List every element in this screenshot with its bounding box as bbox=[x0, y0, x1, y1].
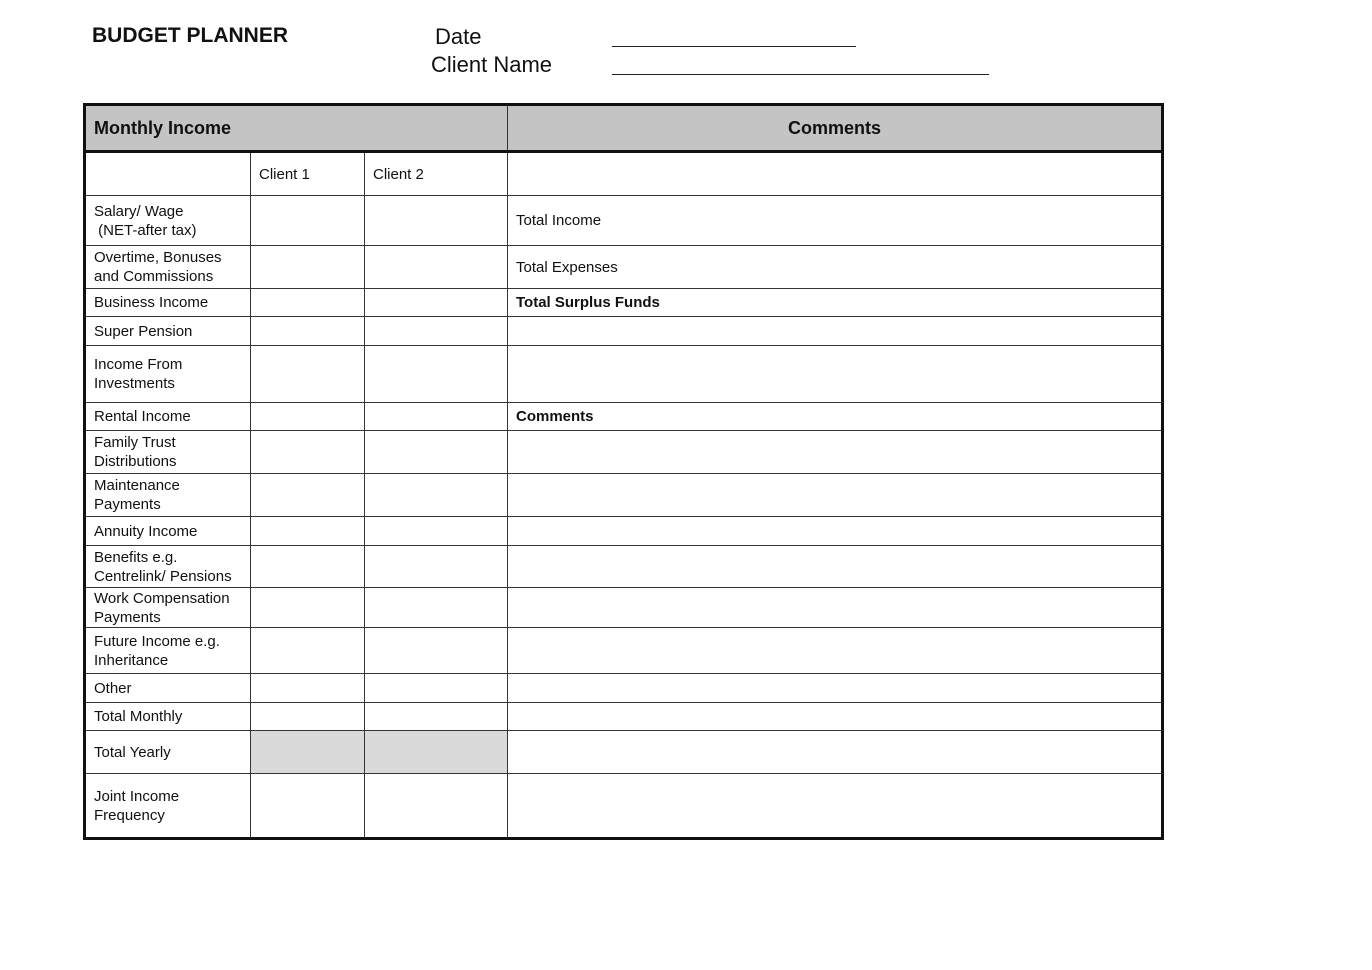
client-2-cell[interactable] bbox=[364, 345, 508, 403]
row-label: Salary/ Wage (NET-after tax) bbox=[84, 195, 251, 246]
table-row: Benefits e.g. Centrelink/ Pensions bbox=[84, 545, 1163, 588]
table-row: Maintenance Payments bbox=[84, 473, 1163, 517]
column-header-comments bbox=[507, 151, 1163, 196]
table-row: Work Compensation Payments bbox=[84, 587, 1163, 628]
client-1-cell[interactable] bbox=[250, 473, 365, 517]
client-2-cell[interactable] bbox=[364, 402, 508, 431]
row-label: Annuity Income bbox=[84, 516, 251, 546]
client-1-cell[interactable] bbox=[250, 402, 365, 431]
table-row: Family Trust Distributions bbox=[84, 430, 1163, 474]
client-1-cell[interactable] bbox=[250, 545, 365, 588]
row-label: Super Pension bbox=[84, 316, 251, 346]
table-row: Total Yearly bbox=[84, 730, 1163, 774]
row-label: Total Monthly bbox=[84, 702, 251, 731]
client-2-cell[interactable] bbox=[364, 245, 508, 289]
comment-cell[interactable] bbox=[507, 316, 1163, 346]
row-label: Maintenance Payments bbox=[84, 473, 251, 517]
row-label: Rental Income bbox=[84, 402, 251, 431]
client-2-cell[interactable] bbox=[364, 430, 508, 474]
client-1-cell[interactable] bbox=[250, 316, 365, 346]
comment-cell[interactable] bbox=[507, 673, 1163, 703]
table-row: Rental Income Comments bbox=[84, 402, 1163, 431]
client-2-cell[interactable] bbox=[364, 545, 508, 588]
row-label: Total Yearly bbox=[84, 730, 251, 774]
row-label: Other bbox=[84, 673, 251, 703]
row-label: Joint Income Frequency bbox=[84, 773, 251, 839]
row-label: Income From Investments bbox=[84, 345, 251, 403]
client-2-cell[interactable] bbox=[364, 673, 508, 703]
client-2-cell[interactable] bbox=[364, 730, 508, 774]
client-1-cell[interactable] bbox=[250, 195, 365, 246]
table-row: Annuity Income bbox=[84, 516, 1163, 546]
comment-cell[interactable] bbox=[507, 545, 1163, 588]
comment-cell[interactable]: Total Surplus Funds bbox=[507, 288, 1163, 317]
comment-cell[interactable] bbox=[507, 730, 1163, 774]
client-name-label: Client Name bbox=[431, 52, 553, 77]
client-2-cell[interactable] bbox=[364, 316, 508, 346]
client-1-cell[interactable] bbox=[250, 673, 365, 703]
client-1-cell[interactable] bbox=[250, 345, 365, 403]
table-row: Business Income Total Surplus Funds bbox=[84, 288, 1163, 317]
comment-cell[interactable] bbox=[507, 473, 1163, 517]
comment-cell[interactable] bbox=[507, 773, 1163, 839]
row-label: Benefits e.g. Centrelink/ Pensions bbox=[84, 545, 251, 588]
date-field[interactable] bbox=[612, 46, 856, 47]
comment-cell[interactable]: Total Expenses bbox=[507, 245, 1163, 289]
column-header-client-2: Client 2 bbox=[364, 151, 508, 196]
comment-cell[interactable]: Total Income bbox=[507, 195, 1163, 246]
table-row: Salary/ Wage (NET-after tax) Total Income bbox=[84, 195, 1163, 246]
client-2-cell[interactable] bbox=[364, 516, 508, 546]
table-row: Other bbox=[84, 673, 1163, 703]
comment-cell[interactable]: Comments bbox=[507, 402, 1163, 431]
date-label: Date bbox=[435, 24, 482, 49]
client-1-cell[interactable] bbox=[250, 773, 365, 839]
section-title: Monthly Income bbox=[84, 104, 508, 153]
comments-header: Comments bbox=[507, 104, 1163, 153]
row-label: Business Income bbox=[84, 288, 251, 317]
client-2-cell[interactable] bbox=[364, 702, 508, 731]
comment-cell[interactable] bbox=[507, 627, 1163, 674]
monthly-income-table: Monthly Income Comments Client 1 Client … bbox=[83, 103, 1164, 840]
column-header-client-1: Client 1 bbox=[250, 151, 365, 196]
client-1-cell[interactable] bbox=[250, 730, 365, 774]
client-2-cell[interactable] bbox=[364, 473, 508, 517]
table-row: Overtime, Bonuses and Commissions Total E… bbox=[84, 245, 1163, 289]
client-2-cell[interactable] bbox=[364, 587, 508, 628]
table-row: Income From Investments bbox=[84, 345, 1163, 403]
client-1-cell[interactable] bbox=[250, 516, 365, 546]
comment-cell[interactable] bbox=[507, 587, 1163, 628]
comment-cell[interactable] bbox=[507, 430, 1163, 474]
comment-cell[interactable] bbox=[507, 702, 1163, 731]
client-1-cell[interactable] bbox=[250, 587, 365, 628]
column-header-row: Client 1 Client 2 bbox=[84, 151, 1163, 196]
client-1-cell[interactable] bbox=[250, 288, 365, 317]
column-header bbox=[84, 151, 251, 196]
row-label: Work Compensation Payments bbox=[84, 587, 251, 628]
client-1-cell[interactable] bbox=[250, 627, 365, 674]
row-label: Future Income e.g. Inheritance bbox=[84, 627, 251, 674]
table-row: Future Income e.g. Inheritance bbox=[84, 627, 1163, 674]
client-2-cell[interactable] bbox=[364, 288, 508, 317]
row-label: Overtime, Bonuses and Commissions bbox=[84, 245, 251, 289]
client-1-cell[interactable] bbox=[250, 702, 365, 731]
comment-cell[interactable] bbox=[507, 516, 1163, 546]
client-name-field[interactable] bbox=[612, 74, 989, 75]
page-title: BUDGET PLANNER bbox=[92, 24, 289, 47]
client-1-cell[interactable] bbox=[250, 245, 365, 289]
table-header-row: Monthly Income Comments bbox=[84, 104, 1163, 153]
client-1-cell[interactable] bbox=[250, 430, 365, 474]
client-2-cell[interactable] bbox=[364, 773, 508, 839]
table-row: Total Monthly bbox=[84, 702, 1163, 731]
row-label: Family Trust Distributions bbox=[84, 430, 251, 474]
comment-cell[interactable] bbox=[507, 345, 1163, 403]
table-row: Super Pension bbox=[84, 316, 1163, 346]
client-2-cell[interactable] bbox=[364, 195, 508, 246]
table-row: Joint Income Frequency bbox=[84, 773, 1163, 839]
client-2-cell[interactable] bbox=[364, 627, 508, 674]
